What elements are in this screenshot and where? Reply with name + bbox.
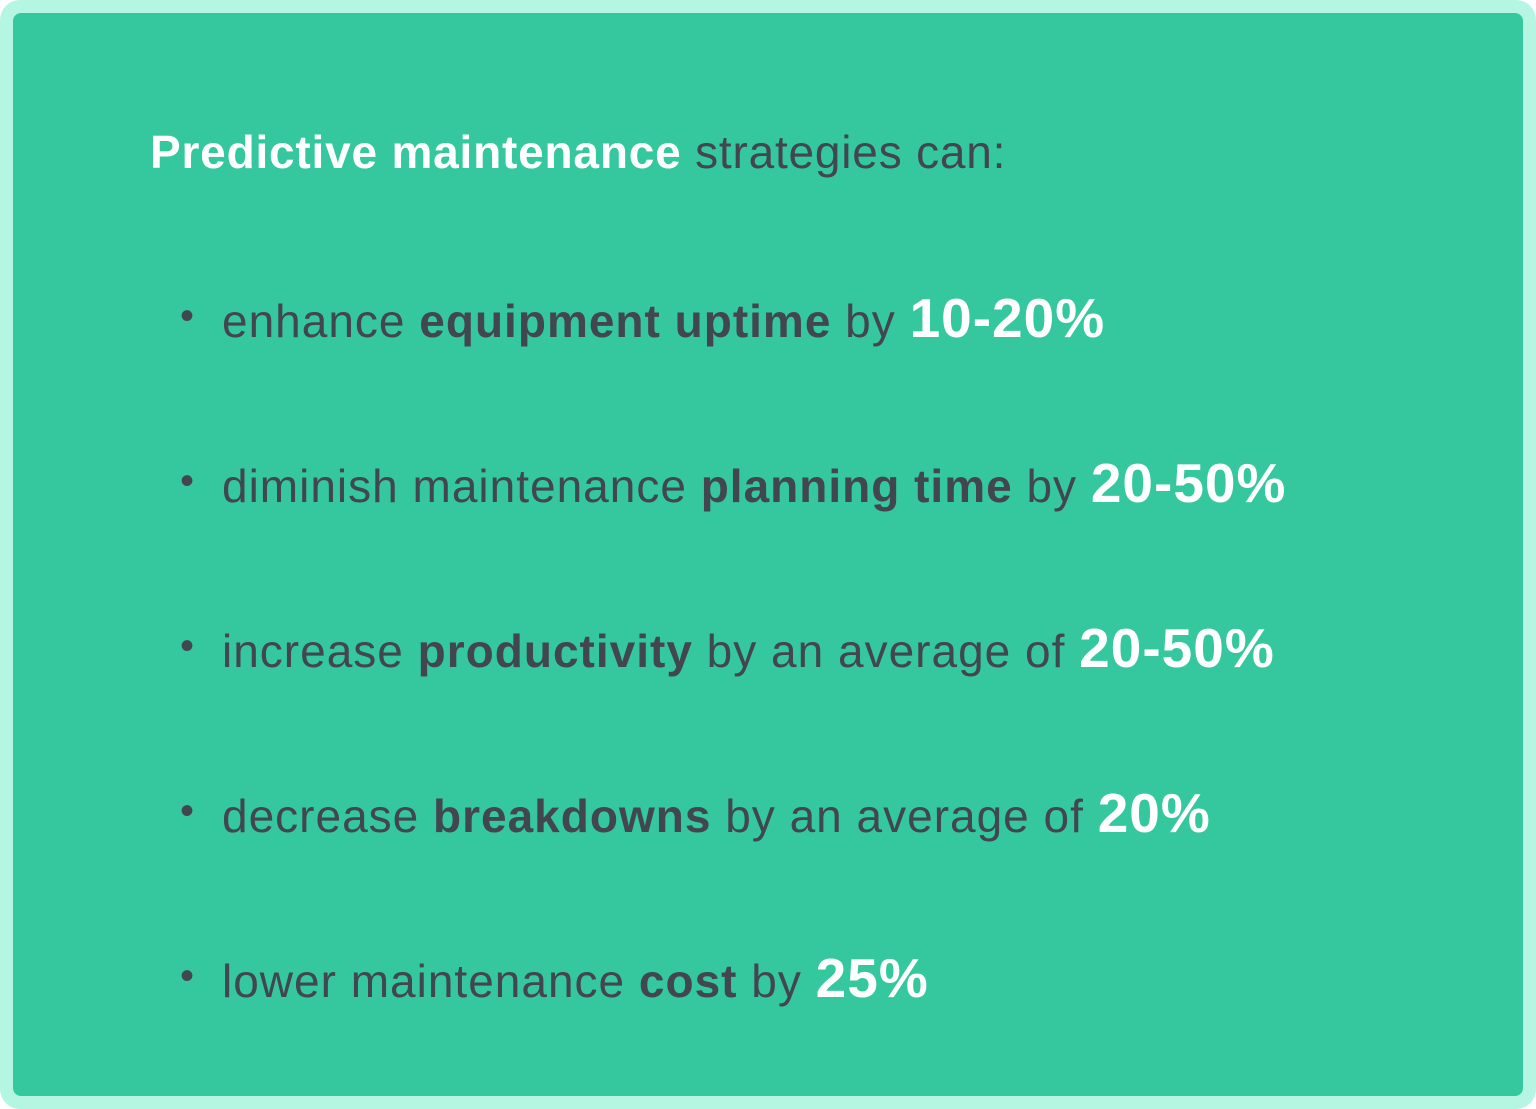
bullet-text: diminish maintenance planning time by 20… — [222, 452, 1286, 514]
text-segment-regular: by — [737, 955, 816, 1007]
text-segment-regular: decrease — [222, 790, 434, 842]
text-segment-bold: productivity — [417, 625, 693, 677]
text-segment-bold: cost — [638, 955, 738, 1007]
bullet-text: increase productivity by an average of 2… — [222, 617, 1275, 679]
text-segment-regular: increase — [222, 625, 418, 677]
bullet-dot-icon: • — [180, 789, 195, 833]
text-segment-regular: by — [831, 295, 910, 347]
bullet-text: decrease breakdowns by an average of 20% — [222, 782, 1211, 844]
text-segment-stat: 20-50% — [1079, 617, 1275, 679]
list-item: • diminish maintenance planning time by 2… — [150, 451, 1483, 515]
text-segment-bold: planning time — [700, 460, 1013, 512]
infographic-card: Predictive maintenance strategies can: •… — [13, 13, 1523, 1096]
title-rest: strategies can: — [681, 126, 1007, 178]
bullet-dot-icon: • — [180, 624, 195, 668]
bullet-list: • enhance equipment uptime by 10-20% • dimi… — [150, 286, 1483, 1010]
text-segment-bold: breakdowns — [433, 790, 712, 842]
list-item: • increase productivity by an average of … — [150, 616, 1483, 680]
page-title: Predictive maintenance strategies can: — [150, 126, 1483, 178]
bullet-text: enhance equipment uptime by 10-20% — [222, 287, 1105, 349]
text-segment-stat: 25% — [815, 947, 929, 1009]
text-segment-regular: by an average of — [692, 625, 1080, 677]
list-item: • decrease breakdowns by an average of 20… — [150, 781, 1483, 845]
text-segment-regular: by an average of — [711, 790, 1098, 842]
text-segment-stat: 20% — [1097, 782, 1211, 844]
list-item: • enhance equipment uptime by 10-20% — [150, 286, 1483, 350]
bullet-dot-icon: • — [180, 954, 195, 998]
bullet-dot-icon: • — [180, 459, 195, 503]
bullet-text: lower maintenance cost by 25% — [222, 947, 929, 1009]
bullet-dot-icon: • — [180, 294, 195, 338]
text-segment-stat: 10-20% — [909, 287, 1106, 349]
list-item: • lower maintenance cost by 25% — [150, 946, 1483, 1010]
title-highlight: Predictive maintenance — [150, 126, 682, 178]
text-segment-regular: by — [1012, 460, 1091, 512]
text-segment-stat: 20-50% — [1090, 452, 1287, 514]
text-segment-regular: lower maintenance — [222, 955, 639, 1007]
text-segment-bold: equipment uptime — [419, 295, 832, 347]
text-segment-regular: enhance — [222, 295, 420, 347]
text-segment-regular: diminish maintenance — [222, 460, 701, 512]
